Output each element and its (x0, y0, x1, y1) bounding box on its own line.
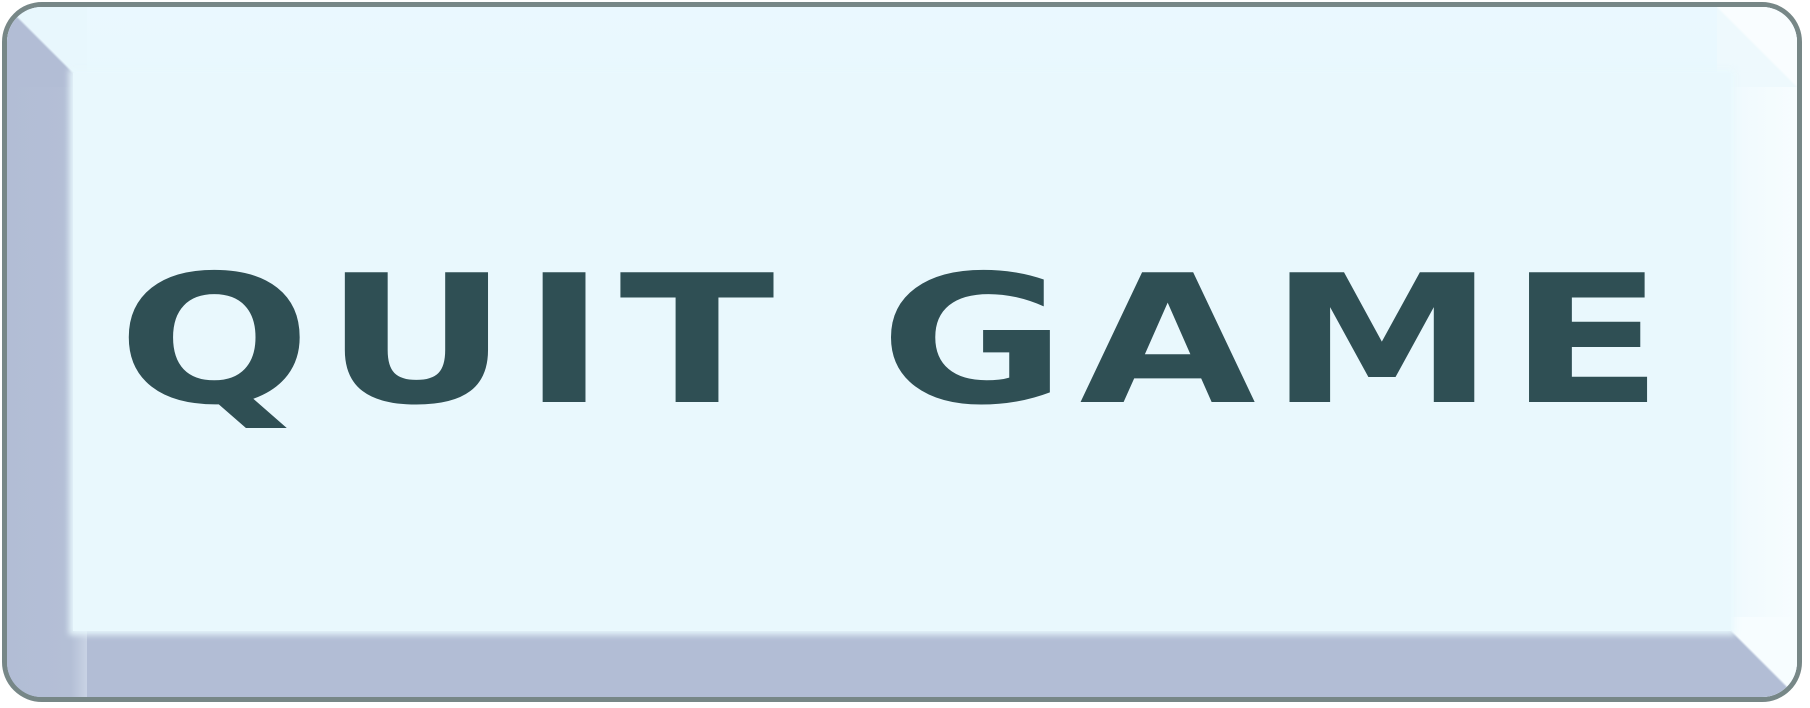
button-face (73, 73, 1731, 631)
quit-game-label: QUIT GAME (117, 236, 1677, 444)
